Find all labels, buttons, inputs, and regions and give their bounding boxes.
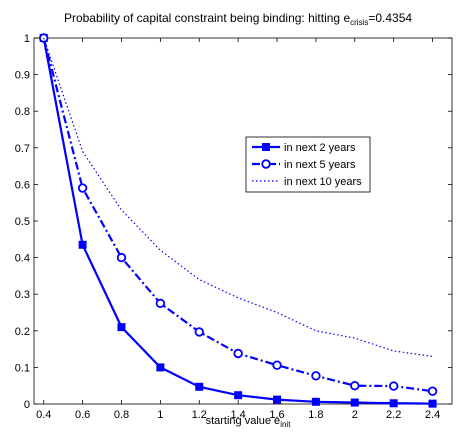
plot-area: 0.4 0.6 0.8 1 1.2 1.4 1.6 1.8 2 2.2 2.4 0 0.1 0.2 0.3 0…	[15, 33, 453, 421]
legend: in next 2 years in next 5 years in next 10…	[245, 136, 371, 193]
series-2-point	[155, 298, 166, 309]
x-tick-label: 2.2	[386, 409, 401, 421]
legend-label-1: in next 2 years	[284, 142, 356, 154]
x-tick-label: 0.6	[75, 409, 90, 421]
x-tick-label: 1.4	[230, 409, 245, 421]
x-axis-label-main: starting value e	[206, 415, 281, 427]
series-2-point	[233, 348, 243, 359]
series-line-2	[42, 37, 433, 393]
legend-label-2: in next 5 years	[284, 159, 356, 171]
series-1-point	[195, 382, 204, 391]
legend-label-3: in next 10 years	[284, 176, 362, 188]
series-1-point	[389, 399, 398, 408]
x-tick-label: 1.8	[308, 409, 323, 421]
legend-marker-1	[262, 143, 270, 151]
y-tick-label: 0.9	[15, 70, 30, 82]
series-2-point	[116, 252, 127, 263]
series-2-point	[272, 360, 282, 370]
chart-title-main: Probability of capital constraint being …	[64, 11, 351, 25]
plot-frame	[33, 37, 453, 405]
series-2-point	[350, 381, 360, 391]
x-tick-label: 1	[157, 409, 163, 421]
series-line-3	[43, 37, 433, 358]
y-tick-label: 0.2	[15, 326, 30, 338]
series-1-point	[273, 395, 282, 404]
x-tick-label: 0.4	[36, 409, 51, 421]
chart-title: Probability of capital constraint being …	[64, 11, 412, 27]
series-2-point	[77, 183, 88, 193]
series-1-point	[428, 399, 437, 408]
legend-marker-2	[261, 159, 271, 169]
chart-title-tail: =0.4354	[368, 11, 412, 25]
series-2-point	[427, 386, 438, 396]
series-1-point	[311, 397, 320, 406]
y-tick-label: 0.6	[15, 179, 30, 191]
x-axis-label: starting value einit	[206, 415, 292, 429]
x-tick-label: 1.6	[269, 409, 284, 421]
y-tick-label: 0.3	[15, 289, 30, 301]
y-tick-label: 0	[24, 399, 30, 411]
y-tick-label: 0.8	[15, 106, 30, 118]
y-tick-label: 0.7	[15, 143, 30, 155]
series-2-point	[194, 327, 204, 337]
series-2-point	[311, 371, 321, 381]
series-1-point	[350, 398, 359, 407]
series-1-point	[117, 323, 126, 332]
x-tick-label: 1.2	[192, 409, 207, 421]
y-tick-label: 0.4	[15, 253, 30, 265]
x-tick-label: 2.4	[425, 409, 440, 421]
x-tick-label: 0.8	[114, 409, 129, 421]
series-1-point	[234, 391, 243, 400]
x-axis-label-sub: init	[280, 420, 291, 429]
y-tick-label: 1	[24, 33, 30, 45]
y-tick-label: 0.5	[15, 216, 30, 228]
series-1-point	[78, 240, 87, 249]
series-1-point	[156, 363, 165, 372]
x-tick-label: 2	[352, 409, 358, 421]
series-2-point	[388, 381, 399, 391]
chart-title-sub: crisis	[350, 18, 368, 27]
y-tick-label: 0.1	[15, 362, 30, 374]
